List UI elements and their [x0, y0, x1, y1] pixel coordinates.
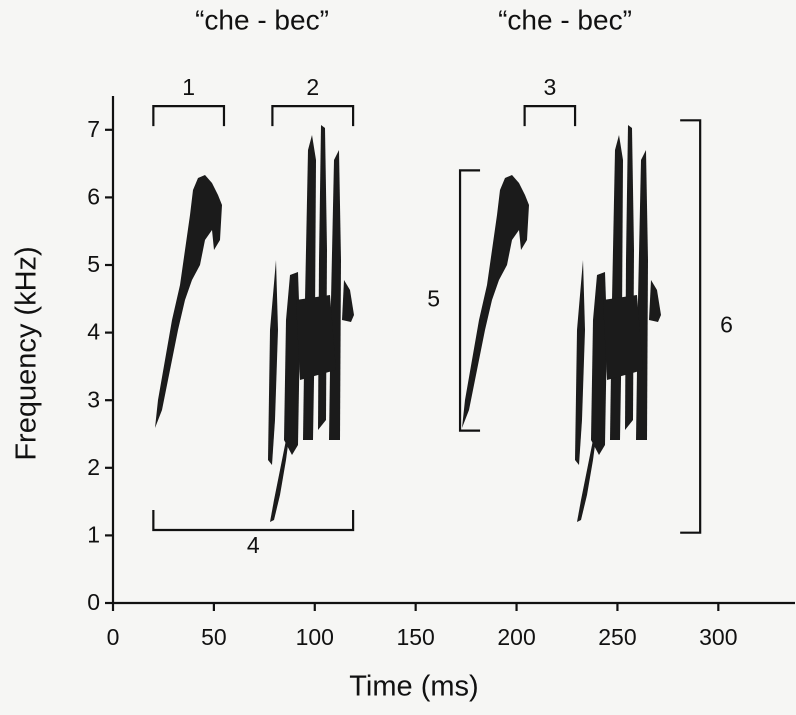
x-tick-label: 0	[107, 624, 120, 650]
y-tick-label: 4	[87, 319, 100, 345]
x-axis-title: Time (ms)	[349, 671, 478, 703]
x-tick-label: 100	[296, 624, 334, 650]
y-axis-title: Frequency (kHz)	[11, 246, 43, 460]
y-tick-label: 3	[87, 386, 100, 412]
bracket-label: 5	[427, 286, 440, 312]
bracket	[271, 105, 355, 127]
call-label: “che - bec”	[195, 4, 329, 35]
y-tick-label: 0	[87, 589, 100, 615]
bracket-label: 4	[247, 532, 260, 558]
spectrogram-call	[462, 125, 661, 522]
bracket-label: 6	[720, 312, 733, 338]
bracket	[152, 105, 226, 127]
x-tick-label: 300	[699, 624, 737, 650]
x-tick-label: 200	[497, 624, 535, 650]
x-tick-label: 150	[396, 624, 434, 650]
bracket	[680, 119, 702, 534]
bracket-label: 3	[543, 74, 556, 100]
bracket-label: 1	[182, 74, 195, 100]
y-tick-label: 7	[87, 116, 100, 142]
bracket-label: 2	[306, 74, 319, 100]
bracket	[458, 169, 481, 432]
y-tick-label: 2	[87, 454, 100, 480]
bracket	[523, 105, 577, 127]
y-tick-label: 1	[87, 521, 100, 547]
spectrogram-call	[155, 125, 354, 522]
x-tick-label: 250	[598, 624, 636, 650]
y-tick-label: 5	[87, 251, 100, 277]
x-tick-label: 50	[201, 624, 227, 650]
call-label: “che - bec”	[498, 4, 632, 35]
y-tick-label: 6	[87, 183, 100, 209]
bracket	[152, 509, 355, 532]
